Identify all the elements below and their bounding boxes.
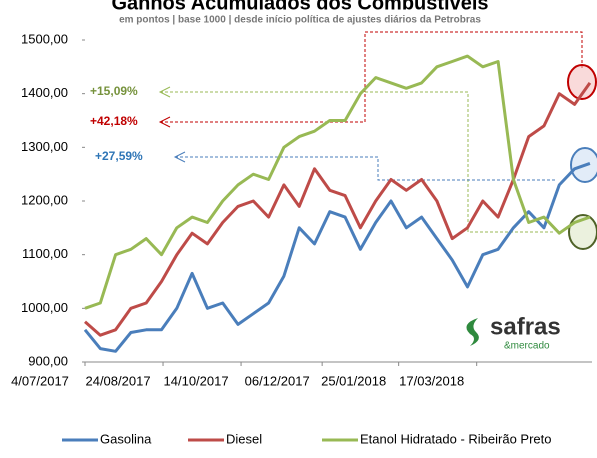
series-line — [84, 82, 592, 337]
x-tick-label: 4/07/2017 — [11, 373, 69, 388]
x-tick-label: 17/03/2018 — [399, 373, 464, 388]
legend-label: Gasolina — [100, 431, 152, 446]
logo-text: &mercado — [504, 341, 550, 352]
y-tick-label: 1200,00 — [21, 192, 68, 207]
chart-subtitle: em pontos | base 1000 | desde início pol… — [119, 15, 481, 26]
y-tick-label: 1400,00 — [21, 85, 68, 100]
highlight-circle — [567, 64, 597, 100]
y-tick-label: 1500,00 — [21, 31, 68, 46]
y-tick-label: 900,00 — [28, 353, 68, 368]
x-tick-label: 24/08/2017 — [85, 373, 150, 388]
logo: safras &mercado — [466, 313, 561, 352]
x-tick-label: 25/01/2018 — [321, 373, 386, 388]
chart-title: Ganhos Acumulados dos Combustíveis — [111, 0, 488, 14]
y-tick-label: 1000,00 — [21, 300, 68, 315]
legend-label: Diesel — [226, 431, 262, 446]
annotation: +27,59% — [95, 149, 143, 163]
y-tick-label: 1100,00 — [22, 246, 68, 261]
legend-label: Etanol Hidratado - Ribeirão Preto — [360, 431, 552, 446]
x-tick-label: 06/12/2017 — [245, 373, 310, 388]
y-tick-label: 1300,00 — [21, 139, 68, 154]
series-line — [83, 161, 591, 353]
x-tick-label: 14/10/2017 — [164, 373, 229, 388]
annotation: +42,18% — [90, 114, 138, 128]
annotation: +15,09% — [90, 84, 138, 98]
logo-text: safras — [490, 313, 561, 340]
series-line — [84, 54, 591, 310]
